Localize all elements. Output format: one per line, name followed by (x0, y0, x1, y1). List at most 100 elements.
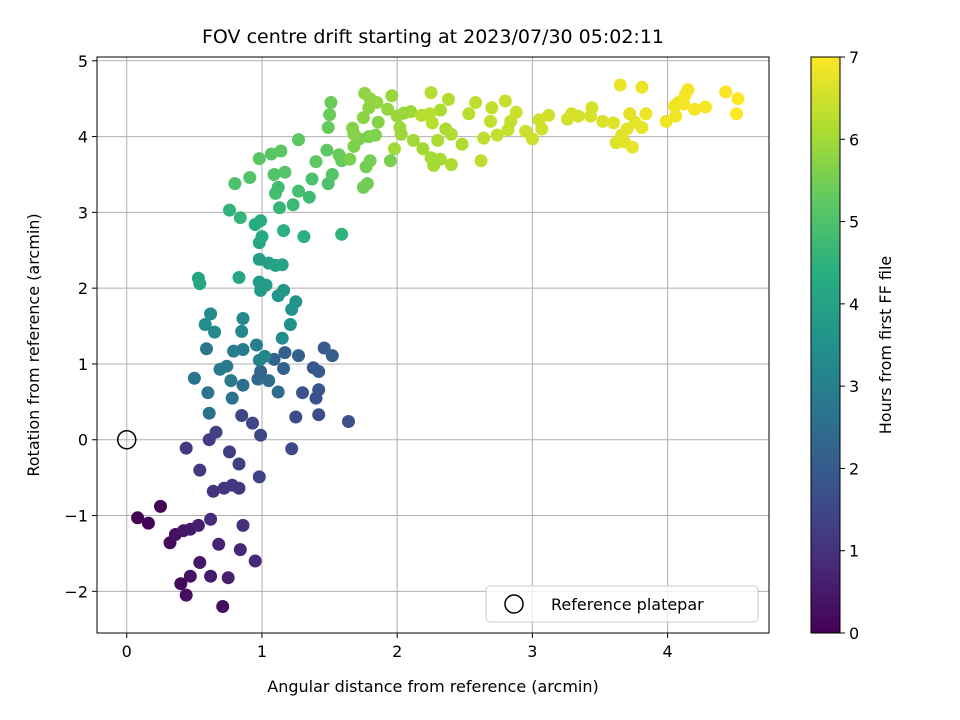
data-point (224, 374, 238, 388)
data-point (220, 359, 234, 373)
x-tick-label: 3 (527, 642, 537, 661)
data-point (332, 148, 346, 162)
data-point (320, 143, 334, 157)
data-point (667, 99, 681, 113)
data-point (404, 105, 418, 119)
data-point (416, 142, 430, 156)
data-point (335, 227, 349, 241)
data-point (212, 537, 226, 551)
data-point (236, 378, 250, 392)
legend-label: Reference platepar (551, 595, 704, 614)
data-point (283, 318, 297, 331)
data-point (252, 470, 266, 484)
data-point (191, 518, 205, 532)
data-point (277, 362, 291, 375)
y-tick-label: 3 (78, 203, 88, 222)
data-point (462, 107, 476, 121)
data-point (183, 569, 197, 583)
data-point (317, 341, 331, 355)
data-point (347, 127, 361, 141)
colorbar-tick-label: 0 (849, 624, 859, 643)
data-point (356, 111, 370, 125)
data-point (613, 78, 627, 92)
data-point (639, 107, 653, 121)
data-point (258, 349, 272, 363)
data-point (324, 96, 338, 109)
data-point (688, 102, 702, 116)
data-point (193, 277, 207, 291)
data-point (425, 116, 439, 130)
data-point (254, 214, 268, 228)
data-point (325, 168, 339, 181)
data-point (325, 349, 339, 363)
x-axis-ticks: 0 1 2 3 4 (122, 633, 673, 661)
data-point (596, 114, 610, 128)
data-point (236, 312, 250, 325)
data-point (433, 103, 447, 117)
data-point (383, 154, 397, 168)
data-point (509, 105, 523, 119)
data-point (292, 349, 305, 363)
plot-frame (96, 56, 770, 634)
data-point (490, 128, 504, 142)
data-point (235, 409, 249, 422)
x-tick-label: 1 (257, 642, 267, 661)
data-point (209, 425, 223, 439)
colorbar-tick-label: 7 (849, 48, 859, 67)
data-point (469, 96, 483, 109)
data-point (235, 324, 249, 338)
data-point (635, 121, 649, 134)
data-point (625, 140, 639, 154)
y-tick-label: 4 (78, 128, 88, 147)
x-tick-label: 2 (392, 642, 402, 661)
x-tick-label: 4 (662, 642, 672, 661)
data-point (202, 406, 216, 420)
data-point (699, 100, 712, 114)
data-point (442, 92, 455, 106)
colorbar-tick-label: 4 (849, 295, 859, 314)
data-point (233, 543, 247, 557)
data-point (174, 577, 188, 591)
data-point (269, 186, 282, 200)
data-point (208, 325, 222, 339)
data-point (193, 556, 207, 569)
data-point (485, 101, 499, 115)
data-point (277, 283, 291, 297)
colorbar-tick-label: 2 (849, 459, 859, 478)
data-point (669, 109, 683, 123)
data-point (388, 142, 401, 156)
data-point (179, 441, 193, 455)
legend-box (485, 585, 759, 623)
data-point (525, 132, 539, 146)
data-point (216, 600, 230, 613)
reference-platepar-marker (116, 429, 137, 450)
data-point (302, 190, 316, 204)
y-tick-label: 1 (78, 355, 88, 374)
data-point (246, 416, 259, 430)
data-point (535, 122, 549, 136)
data-point (223, 203, 236, 217)
y-axis-label: Rotation from reference (arcmin) (24, 213, 43, 476)
y-tick-label: −1 (64, 507, 88, 526)
data-point (312, 365, 326, 378)
data-point (262, 374, 276, 388)
data-point (321, 121, 335, 134)
data-point (250, 338, 263, 352)
data-point (236, 518, 250, 532)
colorbar-ticks: 0 1 2 3 4 5 6 7 (840, 48, 859, 643)
data-point (360, 177, 374, 191)
y-tick-label: 5 (78, 52, 88, 71)
data-point (424, 86, 438, 100)
colorbar-tick-label: 6 (849, 130, 859, 149)
data-point (204, 307, 218, 321)
data-point (278, 165, 292, 179)
data-point (370, 96, 384, 109)
data-point (571, 109, 585, 123)
data-point (233, 211, 247, 225)
data-point (477, 131, 491, 145)
data-point (363, 154, 377, 168)
data-point (444, 158, 458, 172)
data-point (289, 410, 303, 424)
data-point (179, 588, 193, 602)
data-point (289, 295, 303, 309)
